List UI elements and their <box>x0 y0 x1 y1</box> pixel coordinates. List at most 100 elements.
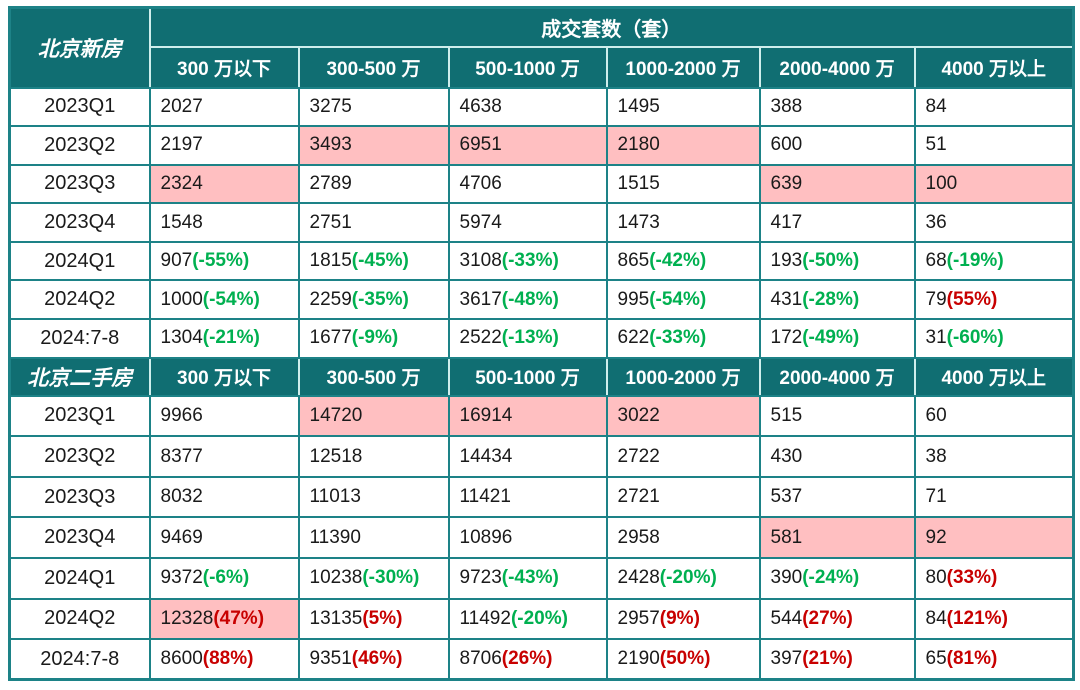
cell-value: 16914 <box>459 404 513 426</box>
cell-value: 8706 <box>459 648 502 670</box>
data-cell: 537 <box>758 475 916 519</box>
cell-pct-change: (-43%) <box>501 567 559 589</box>
cell-value: 84 <box>925 607 947 629</box>
cell-value: 2522 <box>459 327 502 349</box>
data-cell: 2180 <box>605 125 761 166</box>
header-row-columns: 300 万以下 300-500 万 500-1000 万 1000-2000 万 200… <box>10 45 1075 89</box>
cell-pct-change: (81%) <box>946 648 998 670</box>
data-cell: 11421 <box>447 475 608 519</box>
data-cell: 2522(-13%) <box>447 318 608 359</box>
housing-transactions-table: 北京新房 成交套数（套） 300 万以下 300-500 万 500-1000 万 100… <box>8 6 1076 682</box>
data-cell: 92 <box>913 516 1075 560</box>
cell-value: 2789 <box>309 172 352 194</box>
cell-pct-change: (55%) <box>946 288 998 310</box>
cell-value: 11421 <box>459 486 511 508</box>
cell-value: 2259 <box>309 288 352 310</box>
cell-value: 390 <box>770 567 803 589</box>
data-cell: 31(-60%) <box>913 318 1075 359</box>
data-cell: 639 <box>758 163 916 205</box>
data-cell: 12518 <box>297 435 450 478</box>
data-cell: 390(-24%) <box>758 557 916 600</box>
data-cell: 14720 <box>297 394 450 438</box>
cell-value: 2721 <box>617 486 660 508</box>
cell-pct-change: (-60%) <box>946 327 1004 349</box>
period-label: 2024Q1 <box>8 240 151 282</box>
data-cell: 9372(-6%) <box>148 557 300 600</box>
cell-value: 80 <box>925 567 947 589</box>
table-row: 2024Q1 907(-55%) 1815(-45%) 3108(-33%) 865(-… <box>8 240 1075 282</box>
cell-value: 11390 <box>309 526 361 548</box>
cell-value: 14434 <box>459 445 513 467</box>
data-cell: 865(-42%) <box>605 240 761 282</box>
cell-pct-change: (50%) <box>659 648 711 670</box>
cell-pct-change: (-20%) <box>659 567 717 589</box>
col-header: 500-1000 万 <box>447 356 608 397</box>
units-sold-header: 成交套数（套） <box>148 6 1075 48</box>
cell-pct-change: (21%) <box>802 648 853 670</box>
cell-value: 1815 <box>309 250 352 272</box>
data-cell: 1548 <box>148 202 300 243</box>
data-cell: 515 <box>758 394 916 438</box>
cell-value: 2324 <box>160 172 203 194</box>
cell-value: 71 <box>925 486 947 508</box>
cell-value: 2957 <box>617 607 660 629</box>
data-cell: 995(-54%) <box>605 279 761 321</box>
data-cell: 3022 <box>605 394 761 438</box>
section-label-secondhand-homes: 北京二手房 <box>8 356 151 397</box>
data-cell: 80(33%) <box>913 557 1075 600</box>
col-header: 4000 万以上 <box>913 45 1075 89</box>
cell-value: 907 <box>160 250 193 272</box>
cell-pct-change: (-20%) <box>510 607 568 629</box>
cell-value: 9966 <box>160 404 203 426</box>
period-label: 2023Q4 <box>8 202 151 243</box>
data-cell: 430 <box>758 435 916 478</box>
cell-value: 36 <box>925 211 947 233</box>
cell-value: 1304 <box>160 327 203 349</box>
cell-value: 8377 <box>160 445 203 467</box>
table-body: 北京新房 成交套数（套） 300 万以下 300-500 万 500-1000 万 100… <box>8 6 1075 681</box>
data-cell: 2190(50%) <box>605 638 761 681</box>
data-cell: 388 <box>758 86 916 128</box>
data-cell: 622(-33%) <box>605 318 761 359</box>
cell-value: 581 <box>770 526 803 548</box>
period-label: 2024:7-8 <box>8 318 151 359</box>
cell-value: 3108 <box>459 250 502 272</box>
cell-pct-change: (-49%) <box>802 327 860 349</box>
data-cell: 12328(47%) <box>148 597 300 641</box>
table-row: 2023Q1 2027 3275 4638 1495 388 84 <box>8 86 1075 128</box>
data-cell: 79(55%) <box>913 279 1075 321</box>
data-cell: 581 <box>758 516 916 560</box>
table-row: 2023Q4 1548 2751 5974 1473 417 36 <box>8 202 1075 243</box>
cell-value: 639 <box>770 172 803 194</box>
cell-pct-change: (27%) <box>802 607 853 629</box>
cell-value: 38 <box>925 445 947 467</box>
data-cell: 417 <box>758 202 916 243</box>
data-cell: 16914 <box>447 394 608 438</box>
data-cell: 10238(-30%) <box>297 557 450 600</box>
cell-pct-change: (88%) <box>202 648 254 670</box>
cell-pct-change: (9%) <box>659 607 700 629</box>
cell-value: 3493 <box>309 134 352 156</box>
data-cell: 8377 <box>148 435 300 478</box>
data-cell: 11492(-20%) <box>447 597 608 641</box>
data-cell: 11390 <box>297 516 450 560</box>
cell-value: 9372 <box>160 567 203 589</box>
col-header: 2000-4000 万 <box>758 356 916 397</box>
cell-value: 2428 <box>617 567 660 589</box>
cell-value: 3022 <box>617 404 660 426</box>
cell-pct-change: (47%) <box>213 607 265 629</box>
cell-value: 388 <box>770 95 803 117</box>
data-cell: 38 <box>913 435 1075 478</box>
data-cell: 36 <box>913 202 1075 243</box>
data-cell: 9351(46%) <box>297 638 450 681</box>
cell-value: 4706 <box>459 172 502 194</box>
cell-value: 865 <box>617 250 650 272</box>
cell-value: 1473 <box>617 211 660 233</box>
period-label: 2024:7-8 <box>8 638 151 681</box>
data-cell: 1815(-45%) <box>297 240 450 282</box>
data-cell: 2721 <box>605 475 761 519</box>
data-cell: 2789 <box>297 163 450 205</box>
period-label: 2024Q1 <box>8 557 151 600</box>
col-header: 300-500 万 <box>297 356 450 397</box>
data-cell: 1000(-54%) <box>148 279 300 321</box>
